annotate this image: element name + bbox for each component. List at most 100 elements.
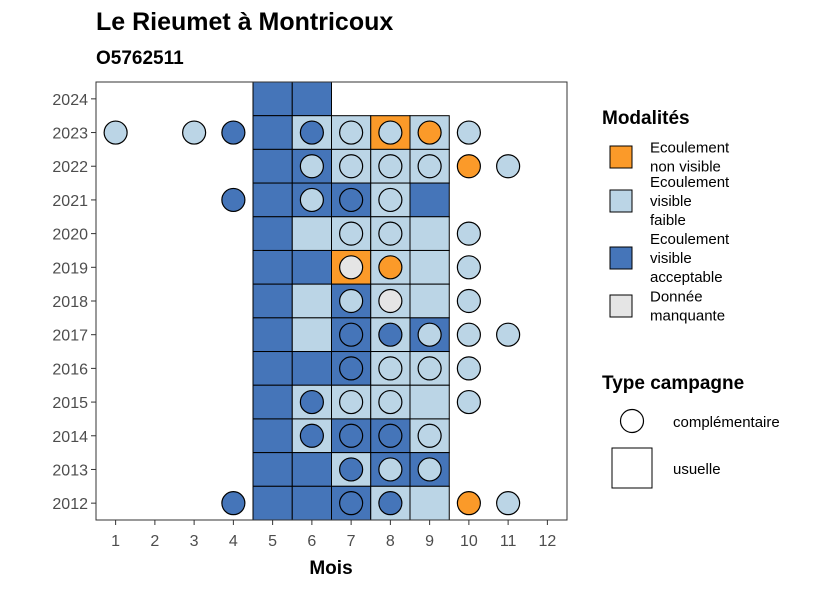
- legend-key-manquante: [609, 294, 633, 318]
- point-2023-3: [182, 120, 207, 145]
- point-2014-7: [339, 423, 364, 448]
- point-2022-9: [417, 154, 442, 179]
- tile-2018-9: [409, 283, 450, 319]
- tile-2017-5: [252, 317, 293, 353]
- point-2021-8: [378, 187, 403, 213]
- x-tick-label: 8: [386, 533, 395, 550]
- point-2020-7: [339, 221, 364, 246]
- x-tick-label: 1: [111, 533, 120, 550]
- y-tick-label: 2016: [52, 361, 88, 378]
- tile-2012-9: [409, 485, 450, 521]
- x-tick-label: 11: [500, 533, 517, 550]
- tile-2024-5: [252, 81, 293, 117]
- point-2017-10: [456, 322, 481, 347]
- legend-key-square: [611, 447, 653, 489]
- tile-2013-6: [291, 452, 332, 487]
- y-tick-label: 2022: [52, 159, 88, 176]
- point-2012-10: [456, 491, 481, 516]
- point-2023-9: [417, 120, 442, 145]
- point-2015-10: [456, 389, 481, 415]
- tile-2023-5: [252, 115, 293, 150]
- point-2015-7: [339, 389, 364, 415]
- legend-label: visible: [650, 250, 692, 267]
- point-2013-8: [378, 457, 403, 482]
- tile-2022-5: [252, 148, 293, 184]
- point-2015-6: [299, 389, 324, 415]
- x-tick-label: 12: [538, 533, 556, 550]
- point-2019-10: [456, 255, 481, 280]
- legend-key-non_visible: [609, 145, 633, 169]
- point-2018-10: [456, 288, 481, 314]
- legend-label: Donnée: [650, 289, 703, 306]
- x-tick-label: 10: [460, 533, 478, 550]
- legend-key-acceptable: [609, 246, 633, 270]
- chart-title: Le Rieumet à Montricoux: [96, 8, 393, 36]
- tile-2019-6: [291, 249, 332, 285]
- y-tick-label: 2017: [52, 328, 88, 345]
- y-tick-label: 2021: [52, 193, 88, 210]
- legend-label: Ecoulement: [650, 174, 730, 191]
- y-tick-label: 2023: [52, 126, 88, 143]
- point-2021-6: [299, 187, 324, 213]
- legend-label: visible: [650, 193, 692, 210]
- point-2022-10: [456, 154, 481, 179]
- point-2020-10: [456, 221, 481, 246]
- point-2012-4: [221, 491, 246, 516]
- x-axis: 1 2 3 4 5 6 7 8 9 10 11 12: [111, 520, 556, 550]
- point-2023-8: [378, 120, 403, 145]
- complementaire-points: [103, 120, 521, 516]
- tile-2020-5: [252, 216, 293, 251]
- legend-key-circle: [619, 408, 645, 434]
- point-2017-9: [417, 322, 442, 347]
- point-2022-7: [339, 154, 364, 179]
- point-2021-4: [221, 187, 246, 213]
- y-tick-label: 2019: [52, 260, 88, 277]
- x-tick-label: 9: [425, 533, 434, 550]
- tile-2016-6: [291, 351, 332, 386]
- point-2014-9: [417, 423, 442, 448]
- tile-2012-5: [252, 485, 293, 521]
- point-2015-8: [378, 389, 403, 415]
- point-2022-6: [299, 154, 324, 179]
- plot-area: [95, 81, 568, 521]
- legend-label: complémentaire: [673, 414, 780, 431]
- point-2023-10: [456, 120, 481, 145]
- point-2022-8: [378, 154, 403, 179]
- y-axis: 2012 2013 2014 2015 2016 2017 2018 2019 2020 2021…: [52, 92, 96, 513]
- point-2021-7: [339, 187, 364, 213]
- point-2018-7: [339, 288, 364, 314]
- tile-2020-9: [409, 216, 450, 251]
- tile-2015-9: [409, 384, 450, 420]
- x-tick-label: 6: [307, 533, 316, 550]
- x-tick-label: 3: [190, 533, 199, 550]
- point-2012-11: [496, 491, 521, 516]
- tile-2013-5: [252, 452, 293, 487]
- y-tick-label: 2015: [52, 395, 88, 412]
- tile-2021-9: [409, 182, 450, 218]
- legend-label: usuelle: [673, 461, 721, 478]
- point-2018-8: [378, 288, 403, 314]
- tile-2012-6: [291, 485, 332, 521]
- point-2014-6: [299, 423, 324, 448]
- point-2016-8: [378, 356, 403, 381]
- point-2019-7: [339, 255, 364, 280]
- tile-2016-5: [252, 351, 293, 386]
- point-2013-9: [417, 457, 442, 482]
- point-2023-7: [339, 120, 364, 145]
- legend-modalites-title: Modalités: [602, 108, 690, 129]
- point-2012-7: [339, 491, 364, 516]
- tile-2021-5: [252, 182, 293, 218]
- point-2023-1: [103, 120, 128, 145]
- point-2016-7: [339, 356, 364, 381]
- tile-2024-6: [291, 81, 332, 117]
- tile-2017-6: [291, 317, 332, 353]
- tile-2014-5: [252, 418, 293, 454]
- x-tick-label: 4: [229, 533, 238, 550]
- x-tick-label: 2: [150, 533, 159, 550]
- point-2023-4: [221, 120, 246, 145]
- legend-label: manquante: [650, 308, 725, 325]
- legend-label: Ecoulement: [650, 140, 730, 157]
- point-2017-7: [339, 322, 364, 347]
